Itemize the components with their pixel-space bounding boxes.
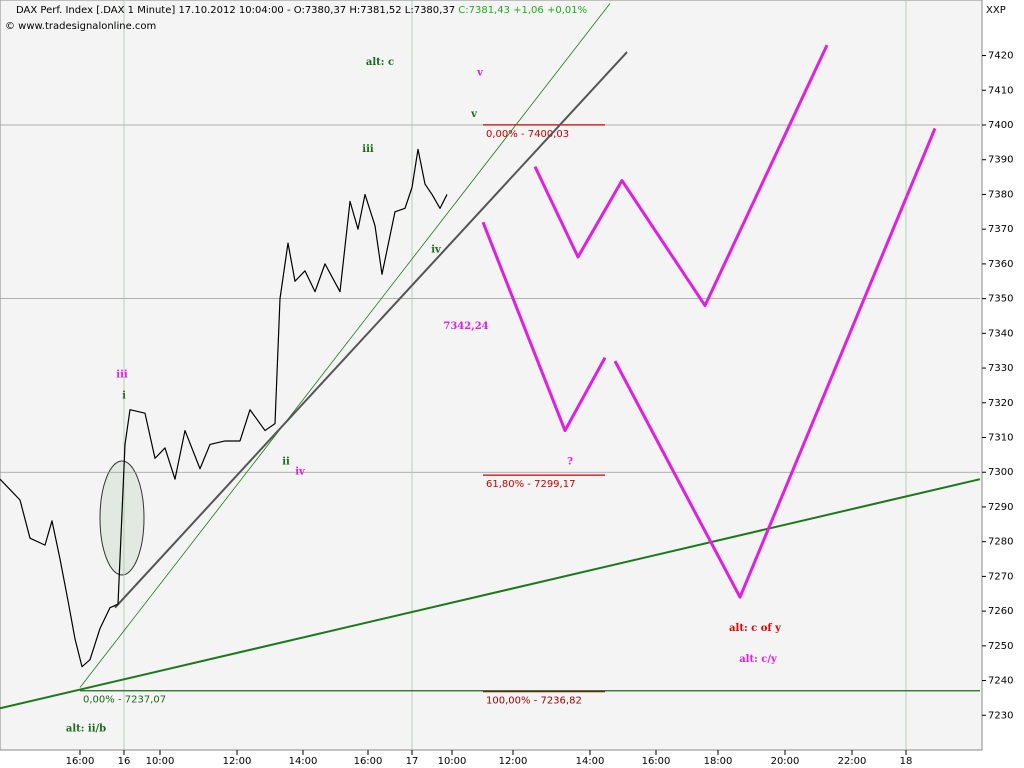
marks: 0,00% - 7400,03 61,80% - 7299,17 100,00% -…	[0, 3, 981, 710]
plot-area	[0, 0, 983, 751]
annotation: ii	[282, 456, 290, 467]
trend-line	[613, 127, 937, 599]
annotation: 7342,24	[443, 321, 488, 332]
y-tick-label: 7340	[988, 328, 1013, 339]
level-label: 0,00% - 7237,07	[83, 695, 166, 706]
annotation: alt: c of y	[729, 623, 782, 634]
trend-line	[481, 221, 607, 433]
credit: © www.tradesignalonline.com	[5, 21, 156, 32]
y-tick-label: 7300	[988, 467, 1013, 478]
x-tick-label: 14:00	[576, 756, 605, 767]
price-line	[0, 148, 448, 668]
y-tick-label: 7240	[988, 676, 1013, 687]
symbol: XXP	[986, 5, 1006, 16]
annotation: alt: ii/b	[66, 724, 106, 735]
y-tick-label: 7390	[988, 155, 1013, 166]
x-tick-label: 16:00	[66, 756, 95, 767]
annotation: iii	[116, 370, 128, 381]
trend-line	[533, 44, 829, 308]
y-tick-label: 7350	[988, 294, 1013, 305]
trend-line	[79, 3, 611, 688]
x-tick-label: 17	[406, 756, 419, 767]
annotation: ?	[567, 456, 573, 467]
x-tick-label: 10:00	[438, 756, 467, 767]
y-tick-label: 7320	[988, 398, 1013, 409]
y-tick-label: 7250	[988, 641, 1013, 652]
y-tick-label: 7420	[988, 51, 1013, 62]
y-tick-label: 7370	[988, 224, 1013, 235]
x-tick-label: 12:00	[223, 756, 252, 767]
annotation: alt: c	[366, 57, 394, 68]
level-label: 61,80% - 7299,17	[486, 479, 575, 490]
y-tick-label: 7260	[988, 606, 1013, 617]
trend-line	[0, 478, 981, 710]
level-label: 0,00% - 7400,03	[486, 129, 569, 140]
annotation: i	[122, 390, 126, 401]
x-tick-label: 18:00	[704, 756, 733, 767]
level-label: 100,00% - 7236,82	[486, 696, 582, 707]
chart-title: DAX Perf. Index [.DAX 1 Minute] 17.10.20…	[16, 5, 587, 16]
y-tick-label: 7380	[988, 189, 1013, 200]
annotation: iv	[431, 245, 442, 256]
y-tick-label: 7410	[988, 85, 1013, 96]
trend-line	[114, 51, 628, 609]
annotation: iii	[362, 144, 374, 155]
title-main: DAX Perf. Index [.DAX 1 Minute] 17.10.20…	[16, 5, 455, 16]
y-tick-label: 7290	[988, 502, 1013, 513]
y-tick-label: 7230	[988, 710, 1013, 721]
x-tick-label: 22:00	[838, 756, 867, 767]
y-tick-label: 7330	[988, 363, 1013, 374]
y-tick-label: 7400	[988, 120, 1013, 131]
annotation: iv	[295, 467, 306, 478]
x-tick-label: 20:00	[771, 756, 800, 767]
annotation: alt: c/y	[739, 654, 778, 665]
annotation: v	[476, 67, 484, 78]
annotation: v	[470, 109, 478, 120]
x-tick-label: 16:00	[642, 756, 671, 767]
x-tick-label: 10:00	[146, 756, 175, 767]
x-tick-label: 16:00	[354, 756, 383, 767]
y-tick-label: 7310	[988, 433, 1013, 444]
y-tick-label: 7360	[988, 259, 1013, 270]
y-tick-label: 7280	[988, 537, 1013, 548]
x-tick-label: 12:00	[499, 756, 528, 767]
title-close: C:7381,43 +1,06 +0,01%	[458, 5, 587, 16]
y-tick-label: 7270	[988, 571, 1013, 582]
x-tick-label: 18	[900, 756, 913, 767]
x-tick-label: 16	[118, 756, 131, 767]
x-tick-label: 14:00	[289, 756, 318, 767]
